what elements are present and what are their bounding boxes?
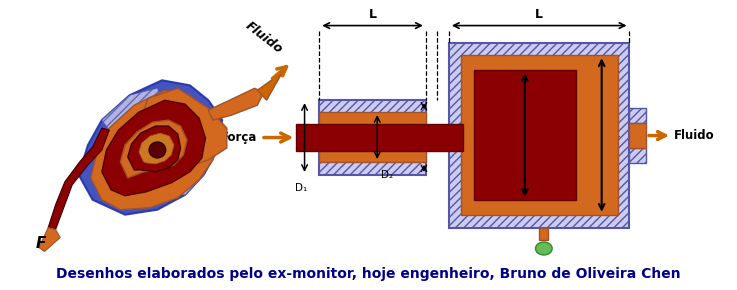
Bar <box>319 100 426 175</box>
Polygon shape <box>79 80 222 215</box>
Ellipse shape <box>149 142 166 158</box>
Text: Desenhos elaborados pelo ex-monitor, hoje engenheiro, Bruno de Oliveira Chen: Desenhos elaborados pelo ex-monitor, hoj… <box>56 267 681 281</box>
Bar <box>296 124 463 151</box>
Polygon shape <box>91 90 217 210</box>
Text: F: F <box>35 235 46 251</box>
Bar <box>629 148 646 163</box>
Bar <box>629 108 646 123</box>
Polygon shape <box>209 88 264 120</box>
Polygon shape <box>120 120 187 178</box>
Bar <box>319 100 426 175</box>
Bar <box>629 123 646 148</box>
Polygon shape <box>39 228 60 251</box>
Text: L: L <box>535 8 543 21</box>
Polygon shape <box>102 88 162 130</box>
Bar <box>474 70 576 200</box>
Ellipse shape <box>536 242 552 255</box>
Polygon shape <box>137 88 227 170</box>
Bar <box>449 44 629 228</box>
Polygon shape <box>128 126 181 172</box>
Text: D₂: D₂ <box>381 170 393 180</box>
Bar <box>539 228 548 240</box>
Polygon shape <box>257 72 282 100</box>
Text: Fluido: Fluido <box>242 19 284 57</box>
Text: Fluido: Fluido <box>674 129 714 142</box>
Text: L: L <box>368 8 377 21</box>
Bar <box>319 112 426 162</box>
Bar <box>449 44 629 228</box>
Polygon shape <box>48 128 109 230</box>
Text: Força: Força <box>221 131 257 144</box>
Text: D₁: D₁ <box>295 183 307 193</box>
Polygon shape <box>139 133 174 164</box>
Polygon shape <box>171 162 209 195</box>
Text: D₃: D₃ <box>508 130 522 140</box>
Text: D₄: D₄ <box>607 130 621 140</box>
Bar <box>629 108 646 123</box>
Bar <box>461 55 618 215</box>
Bar <box>629 148 646 163</box>
Polygon shape <box>102 100 206 196</box>
